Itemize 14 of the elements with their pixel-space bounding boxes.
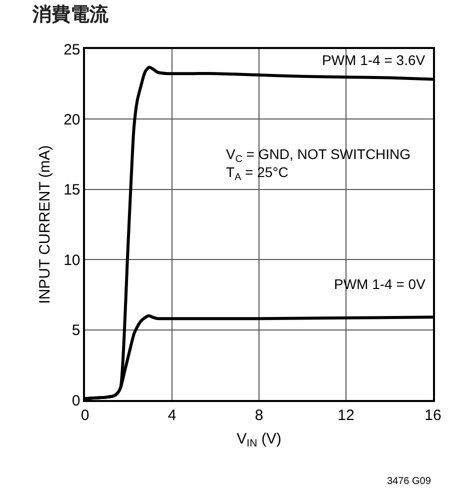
y-tick-label: 5 (72, 322, 80, 340)
y-tick-label: 0 (72, 392, 80, 410)
y-tick-label: 10 (64, 252, 80, 269)
y-tick-label: 15 (64, 182, 80, 199)
text: 3476 G09 (387, 476, 432, 487)
x-tick-label: 16 (424, 406, 442, 424)
chart-title: 消費電流 (31, 4, 110, 26)
x-tick-label: 12 (338, 406, 354, 424)
y-axis-title: INPUT CURRENT (mA) (36, 145, 54, 304)
x-axis-title: V$_{IN}$ (V) (236, 430, 282, 450)
x-tick-label: 8 (254, 406, 264, 424)
y-tick-label: 25 (64, 41, 80, 58)
y-tick-label: 20 (64, 111, 80, 128)
x-tick-label: 4 (168, 406, 176, 424)
